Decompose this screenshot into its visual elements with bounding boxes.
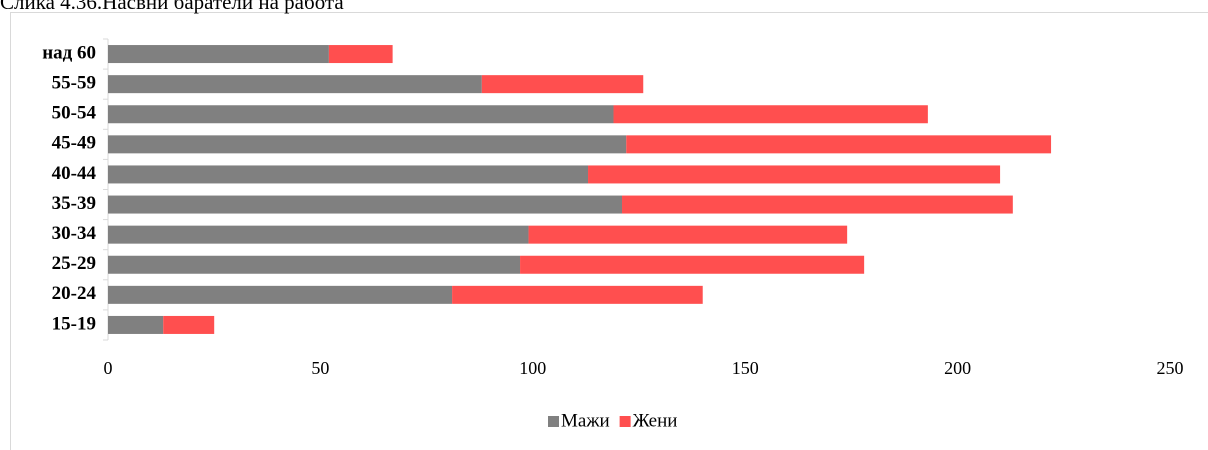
x-tick-label: 100 xyxy=(519,358,546,378)
y-tick-label: 15-19 xyxy=(52,313,96,334)
bar-segment xyxy=(108,255,521,274)
bar-segment xyxy=(108,75,482,94)
y-tick-label: 30-34 xyxy=(52,223,97,244)
bar-segment xyxy=(108,315,164,334)
y-tick-label: 25-29 xyxy=(52,253,96,274)
bar-segment xyxy=(520,255,865,274)
bar-segment xyxy=(452,285,703,304)
bar-segment xyxy=(108,195,623,214)
y-tick-label: 50-54 xyxy=(52,103,97,124)
y-tick-label: 55-59 xyxy=(52,73,96,94)
chart-title: Слика 4.36.Насвни баратели на работа xyxy=(0,0,344,14)
bar-segment xyxy=(328,45,393,64)
x-tick-label: 150 xyxy=(732,358,759,378)
bar-segment xyxy=(108,225,529,244)
x-tick-label: 200 xyxy=(944,358,971,378)
bar-segment xyxy=(108,135,627,154)
legend-label: Мажи xyxy=(561,410,610,431)
y-tick-label: над 60 xyxy=(42,42,96,63)
bar-segment xyxy=(108,45,329,64)
legend-label: Жени xyxy=(633,410,678,431)
bar-segment xyxy=(163,315,215,334)
legend-swatch xyxy=(619,416,631,427)
bar-segment xyxy=(613,105,928,124)
y-tick-label: 20-24 xyxy=(52,283,97,304)
legend-swatch xyxy=(548,416,559,427)
x-tick-label: 0 xyxy=(104,358,113,378)
bar-segment xyxy=(528,225,848,244)
y-tick-label: 40-44 xyxy=(52,163,97,184)
bar-segment xyxy=(626,135,1052,154)
bar-segment xyxy=(108,165,589,184)
x-tick-label: 250 xyxy=(1157,358,1184,378)
chart-frame xyxy=(10,12,1208,450)
y-tick-label: 45-49 xyxy=(52,133,96,154)
bar-segment xyxy=(108,285,453,304)
bar-segment xyxy=(588,165,1001,184)
x-tick-label: 50 xyxy=(311,358,329,378)
bar-segment xyxy=(622,195,1013,214)
y-tick-label: 35-39 xyxy=(52,193,96,214)
bar-segment xyxy=(108,105,614,124)
bar-segment xyxy=(481,75,644,94)
